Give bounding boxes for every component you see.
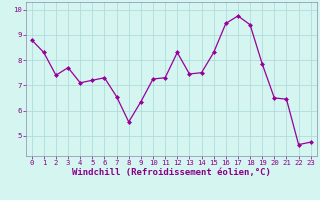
X-axis label: Windchill (Refroidissement éolien,°C): Windchill (Refroidissement éolien,°C)	[72, 168, 271, 177]
